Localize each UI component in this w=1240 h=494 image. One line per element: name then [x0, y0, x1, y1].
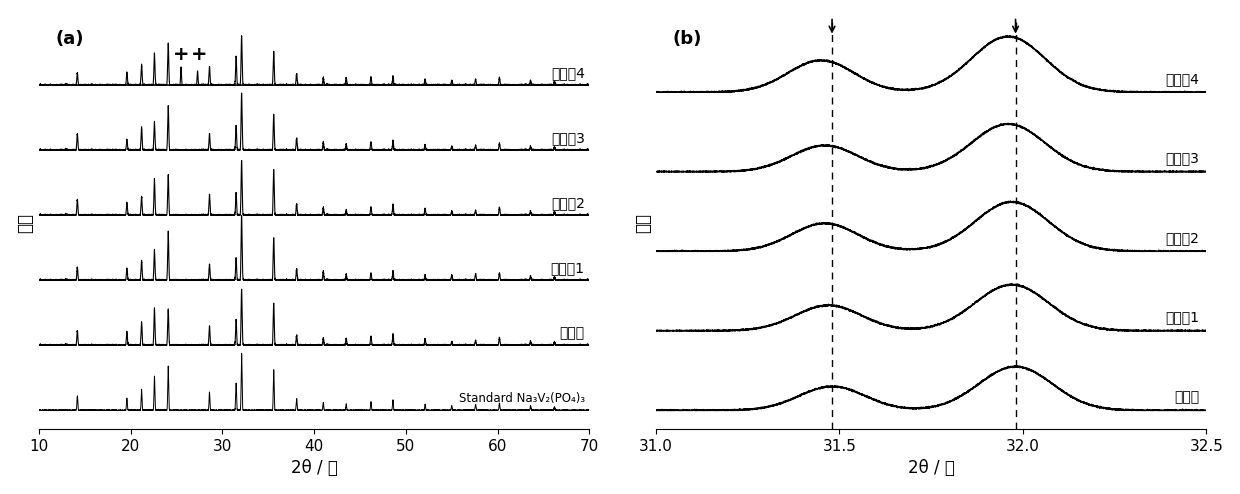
- Text: 实施入2: 实施入2: [551, 196, 585, 210]
- Text: 对比例: 对比例: [1174, 390, 1199, 404]
- Text: 实施入4: 实施入4: [551, 66, 585, 80]
- Text: 对比例: 对比例: [559, 326, 585, 340]
- Y-axis label: 强度: 强度: [16, 213, 35, 233]
- Text: 实施入3: 实施入3: [551, 131, 585, 145]
- Text: 实施入2: 实施入2: [1166, 231, 1199, 245]
- Text: 实施入3: 实施入3: [1166, 151, 1199, 165]
- X-axis label: 2θ / 度: 2θ / 度: [290, 459, 337, 477]
- Text: +: +: [191, 45, 207, 64]
- Text: 实施入4: 实施入4: [1166, 72, 1199, 86]
- Text: Standard Na₃V₂(PO₄)₃: Standard Na₃V₂(PO₄)₃: [459, 392, 585, 405]
- Y-axis label: 强度: 强度: [634, 213, 652, 233]
- Text: 实施入1: 实施入1: [551, 261, 585, 275]
- Text: +: +: [172, 45, 190, 64]
- Text: (b): (b): [672, 30, 702, 47]
- X-axis label: 2θ / 度: 2θ / 度: [908, 459, 955, 477]
- Text: 实施入1: 实施入1: [1166, 310, 1199, 325]
- Text: (a): (a): [56, 30, 84, 47]
